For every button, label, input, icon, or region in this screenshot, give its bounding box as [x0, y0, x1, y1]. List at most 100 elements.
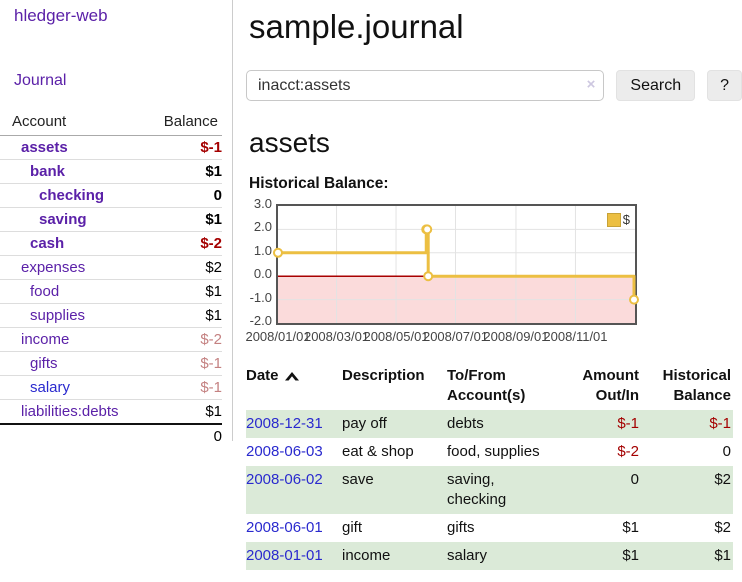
account-balance: $-2 — [148, 327, 222, 352]
y-axis-tick-label: 3.0 — [253, 196, 272, 211]
total-balance: 0 — [148, 423, 222, 448]
account-heading: assets — [249, 127, 330, 158]
transaction-balance: $1 — [714, 547, 731, 564]
account-row[interactable]: bank $1 — [0, 159, 222, 184]
header-amount: Amount Out/In — [582, 367, 639, 404]
account-tree-header: Account Balance — [0, 111, 222, 136]
account-balance: $2 — [148, 255, 222, 280]
account-link-saving[interactable]: saving — [39, 211, 87, 228]
y-axis-tick-label: -2.0 — [249, 313, 272, 328]
account-row[interactable]: checking 0 — [0, 183, 222, 208]
account-link-expenses[interactable]: expenses — [21, 259, 86, 276]
clear-search-icon[interactable]: × — [586, 76, 596, 93]
account-balance: $-1 — [148, 375, 222, 400]
account-link-salary[interactable]: salary — [30, 379, 71, 396]
transaction-description: eat & shop — [342, 443, 414, 460]
header-date[interactable]: Date — [246, 364, 342, 410]
y-axis-tick-label: 2.0 — [253, 219, 272, 235]
account-balance: $1 — [148, 399, 222, 424]
transaction-description: gift — [342, 519, 363, 536]
header-description: Description — [342, 367, 425, 384]
chart-plot-area: $ — [273, 204, 639, 325]
transaction-date-link[interactable]: 2008-12-31 — [246, 415, 323, 432]
account-balance: $1 — [148, 207, 222, 232]
sidebar-item-journal[interactable]: Journal — [14, 72, 67, 89]
header-balance: Historical Balance — [662, 367, 731, 404]
account-tree: Account Balance assets $-1 bank $1 check… — [0, 111, 222, 448]
transaction-accounts: gifts — [447, 519, 475, 536]
sort-ascending-icon — [284, 367, 300, 387]
transaction-balance: $2 — [714, 519, 731, 536]
transaction-date-link[interactable]: 2008-06-01 — [246, 519, 323, 536]
register-row[interactable]: 2008-06-03 eat & shop food, supplies $-2… — [246, 438, 733, 466]
page-title: sample.journal — [249, 8, 464, 45]
transaction-accounts: food, supplies — [447, 443, 540, 460]
transaction-amount: $-1 — [617, 415, 639, 432]
x-axis-tick-label: 2008/11/01 — [543, 329, 608, 344]
historical-balance-chart: $ 3.0 2.0 1.0 0.0 -1.0 -2.0 2008/01/01 2008/03/… — [245, 196, 742, 348]
register-header-row: Date Description To/From Account(s) Amou… — [246, 364, 733, 410]
account-row[interactable]: expenses $2 — [0, 255, 222, 280]
account-row[interactable]: income $-2 — [0, 327, 222, 352]
account-balance: $-1 — [148, 351, 222, 376]
transaction-date-link[interactable]: 2008-06-03 — [246, 443, 323, 460]
register-row[interactable]: 2008-01-01 income salary $1 $1 — [246, 542, 733, 570]
search-button[interactable]: Search — [616, 70, 696, 101]
transaction-accounts: saving, checking — [447, 471, 507, 508]
legend-label: $ — [622, 212, 630, 227]
account-link-supplies[interactable]: supplies — [30, 307, 86, 324]
x-axis-tick-label: 2008/03/01 — [303, 329, 370, 344]
y-axis-tick-label: 0.0 — [253, 266, 272, 282]
x-axis-tick-label: 2008/05/01 — [363, 329, 429, 344]
transaction-amount: 0 — [630, 471, 639, 488]
account-balance: $-2 — [148, 231, 222, 256]
header-accounts: To/From Account(s) — [447, 367, 526, 404]
chart-title: Historical Balance: — [249, 175, 389, 192]
account-balance: $1 — [148, 159, 222, 184]
register-row[interactable]: 2008-06-01 gift gifts $1 $2 — [246, 514, 733, 542]
account-row[interactable]: salary $-1 — [0, 375, 222, 400]
account-balance: $-1 — [200, 139, 222, 156]
account-column-header: Account — [0, 111, 149, 136]
transaction-amount: $1 — [622, 519, 639, 536]
transaction-date-link[interactable]: 2008-01-01 — [246, 547, 323, 564]
search-form: × Search ? — [246, 70, 742, 101]
account-row[interactable]: liabilities:debts $1 — [0, 399, 222, 424]
account-link-cash[interactable]: cash — [30, 235, 65, 252]
transaction-description: income — [342, 547, 391, 564]
transaction-balance: $2 — [714, 471, 731, 488]
chart-legend: $ — [605, 211, 631, 228]
transaction-amount: $-2 — [617, 443, 639, 460]
search-input[interactable] — [246, 70, 605, 101]
transaction-description: pay off — [342, 415, 387, 432]
register-table: Date Description To/From Account(s) Amou… — [246, 364, 733, 570]
transaction-amount: $1 — [622, 547, 639, 564]
x-axis-tick-label: 2008/01/01 — [245, 329, 311, 344]
account-link-bank[interactable]: bank — [30, 163, 66, 180]
x-axis-tick-label: 2008/07/01 — [422, 329, 489, 344]
account-row[interactable]: cash $-2 — [0, 231, 222, 256]
account-total-row: 0 — [0, 423, 222, 448]
transaction-date-link[interactable]: 2008-06-02 — [246, 471, 323, 488]
account-balance: $1 — [148, 303, 222, 328]
account-link-income[interactable]: income — [21, 331, 70, 348]
account-link-food[interactable]: food — [30, 283, 60, 300]
account-link-gifts[interactable]: gifts — [30, 355, 58, 372]
account-row[interactable]: supplies $1 — [0, 303, 222, 328]
account-row[interactable]: assets $-1 — [0, 136, 222, 160]
transaction-balance: 0 — [722, 443, 731, 460]
legend-swatch-icon — [606, 212, 621, 227]
app-title-link[interactable]: hledger-web — [14, 6, 108, 25]
account-row[interactable]: gifts $-1 — [0, 351, 222, 376]
account-link-assets[interactable]: assets — [21, 139, 68, 156]
register-row[interactable]: 2008-12-31 pay off debts $-1 $-1 — [246, 410, 733, 438]
account-row[interactable]: saving $1 — [0, 207, 222, 232]
account-balance: 0 — [148, 183, 222, 208]
account-link-checking[interactable]: checking — [39, 187, 105, 204]
account-link-liabilities-debts[interactable]: liabilities:debts — [21, 403, 119, 420]
register-row[interactable]: 2008-06-02 save saving, checking 0 $2 — [246, 466, 733, 514]
sidebar: hledger-web Journal Account Balance asse… — [0, 0, 233, 448]
balance-line-chart-svg — [273, 206, 639, 323]
account-row[interactable]: food $1 — [0, 279, 222, 304]
help-button[interactable]: ? — [707, 70, 742, 101]
